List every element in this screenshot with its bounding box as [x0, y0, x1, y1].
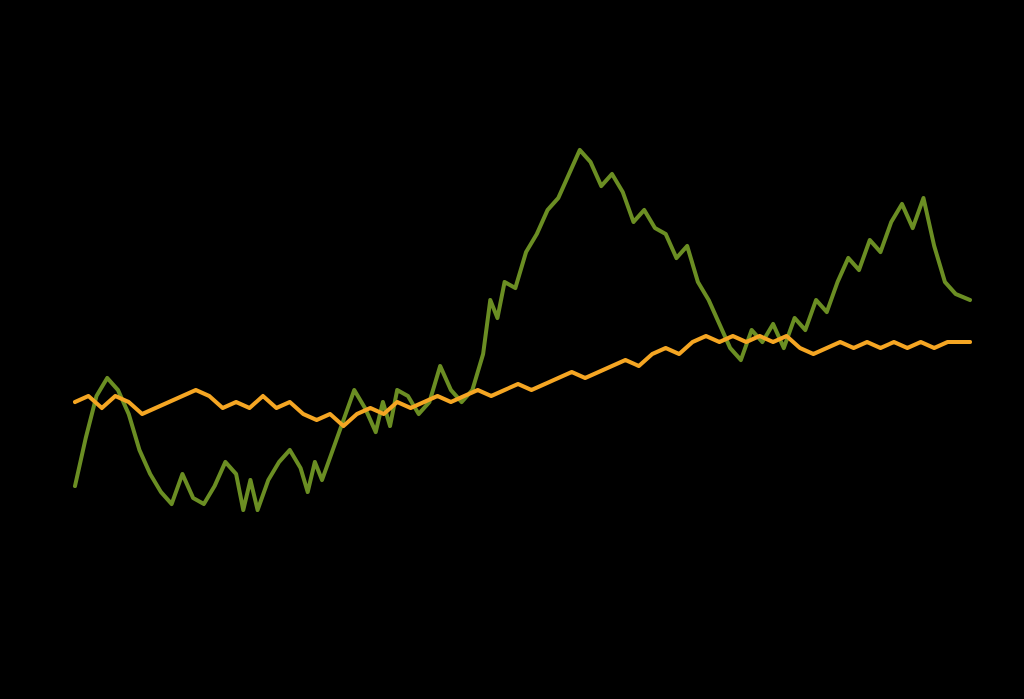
- chart-background: [0, 0, 1024, 699]
- chart-canvas: [0, 0, 1024, 699]
- line-chart: [0, 0, 1024, 699]
